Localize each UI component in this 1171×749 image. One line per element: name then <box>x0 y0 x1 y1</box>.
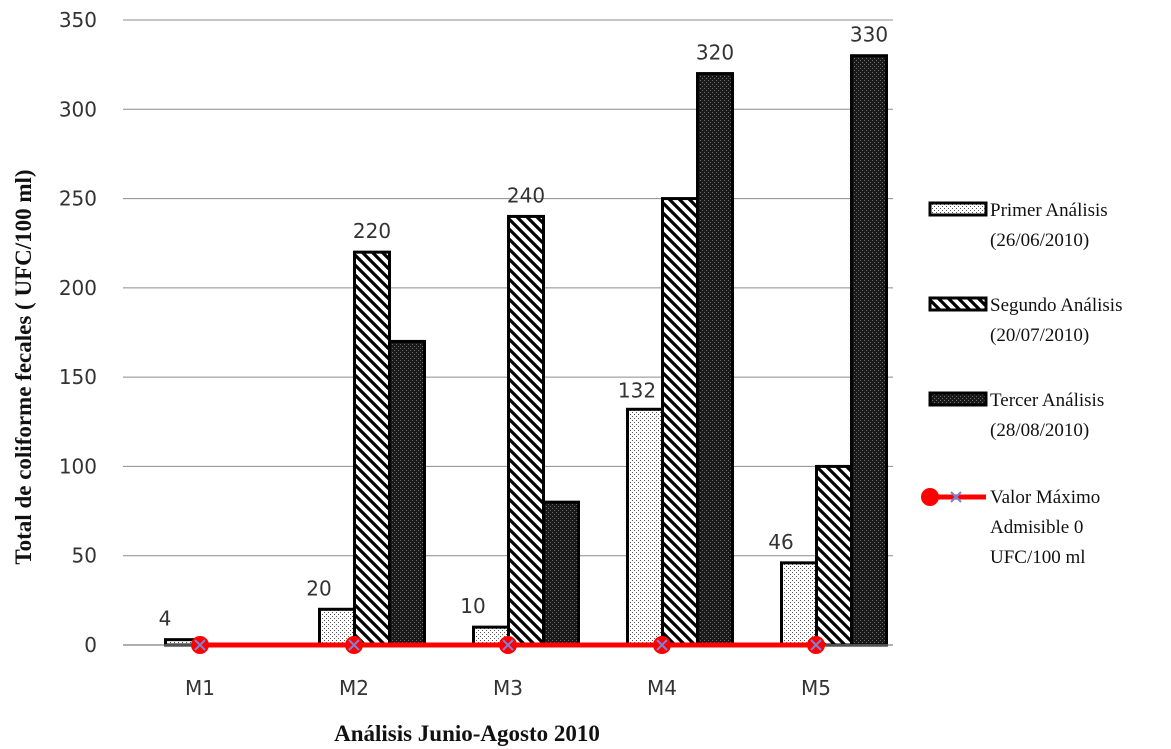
data-label: 220 <box>353 219 391 243</box>
bar <box>388 339 426 647</box>
legend-label: (26/06/2010) <box>990 230 1089 251</box>
legend-label: Valor Máximo <box>990 487 1100 508</box>
legend-swatch <box>928 296 988 312</box>
legend-label: Admisible 0 <box>990 517 1083 538</box>
data-label: 20 <box>306 576 331 600</box>
y-tick-label: 0 <box>84 633 97 657</box>
y-tick-label: 100 <box>59 454 97 478</box>
legend-swatch <box>928 201 988 217</box>
y-tick-label: 50 <box>72 544 97 568</box>
bar <box>353 250 391 647</box>
bar <box>542 500 580 647</box>
bar <box>850 54 888 647</box>
legend-label: Segundo Análisis <box>990 295 1122 316</box>
y-tick-label: 300 <box>59 97 97 121</box>
max-line-x-marker <box>502 639 514 651</box>
y-tick-label: 250 <box>59 187 97 211</box>
legend: Primer Análisis (26/06/2010) Segundo Análi… <box>921 200 1122 568</box>
max-line-x-marker <box>194 639 206 651</box>
x-axis-title: Análisis Junio-Agosto 2010 <box>334 721 600 746</box>
bar <box>696 72 734 647</box>
data-label: 132 <box>618 378 656 402</box>
bars <box>164 54 888 647</box>
y-tick-label: 350 <box>59 8 97 32</box>
data-label: 330 <box>850 23 888 47</box>
legend-line-marker <box>921 488 939 506</box>
bar <box>626 407 664 647</box>
bar <box>780 561 818 647</box>
data-label: 46 <box>768 530 793 554</box>
legend-label: (20/07/2010) <box>990 325 1089 346</box>
y-tick-label: 200 <box>59 276 97 300</box>
legend-label: (28/08/2010) <box>990 420 1089 441</box>
max-line-x-marker <box>656 639 668 651</box>
y-tick-label: 150 <box>59 365 97 389</box>
data-label: 10 <box>460 594 485 618</box>
x-tick-label: M4 <box>647 676 677 700</box>
y-axis-title: Total de coliforme fecales ( UFC/100 ml) <box>11 169 36 564</box>
legend-line-x-marker <box>950 491 962 503</box>
bar <box>661 197 699 647</box>
legend-label: Primer Análisis <box>990 200 1108 221</box>
legend-label: Tercer Análisis <box>990 390 1104 411</box>
y-axis-ticks: 0 50 100 150 200 250 300 350 <box>59 8 97 657</box>
bar <box>815 464 853 647</box>
data-label: 320 <box>696 41 734 65</box>
max-admissible-line <box>191 636 825 654</box>
x-tick-label: M2 <box>339 676 369 700</box>
max-line-x-marker <box>348 639 360 651</box>
x-tick-label: M3 <box>493 676 523 700</box>
max-line-x-marker <box>810 639 822 651</box>
data-labels: 4 20 220 10 240 132 320 46 330 <box>159 23 888 631</box>
legend-label: UFC/100 ml <box>990 547 1086 568</box>
legend-swatch <box>928 391 988 407</box>
bar <box>507 214 545 647</box>
data-label: 4 <box>159 607 172 631</box>
data-label: 240 <box>507 183 545 207</box>
x-tick-label: M5 <box>801 676 831 700</box>
x-tick-label: M1 <box>185 676 215 700</box>
x-axis-ticks: M1 M2 M3 M4 M5 <box>185 676 831 700</box>
